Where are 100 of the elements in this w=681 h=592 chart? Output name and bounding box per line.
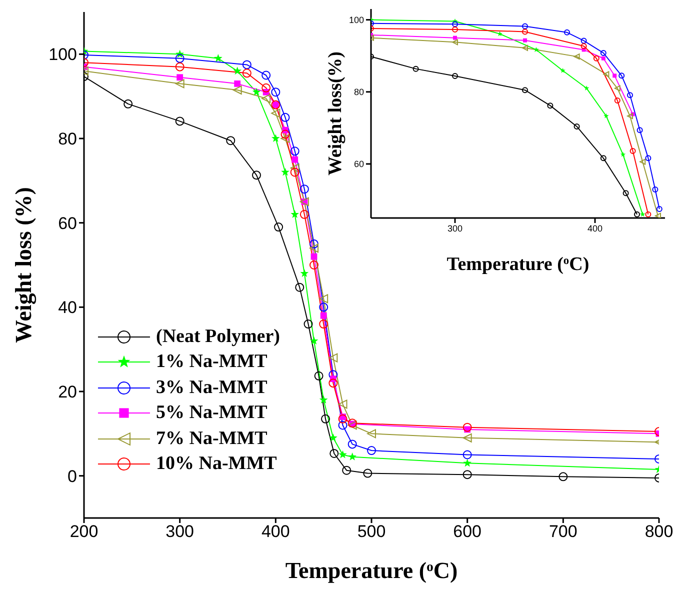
point	[363, 468, 372, 478]
point	[462, 470, 472, 480]
point	[320, 312, 327, 319]
y-axis-title: Weight loss(%)	[325, 51, 346, 176]
point	[627, 92, 633, 98]
point	[367, 429, 376, 438]
point	[574, 123, 580, 130]
point	[124, 99, 133, 108]
point	[452, 73, 458, 80]
point	[310, 336, 318, 344]
point	[574, 54, 580, 60]
point	[252, 88, 261, 96]
legend-label: (Neat Polymer)	[156, 326, 280, 348]
point	[338, 420, 348, 430]
point	[620, 152, 626, 157]
point	[319, 396, 328, 404]
point	[328, 353, 338, 362]
point	[412, 66, 419, 72]
y-tick-label: 60	[58, 214, 77, 233]
point	[453, 36, 457, 40]
point	[290, 164, 300, 173]
y-tick-label: 100	[48, 45, 77, 64]
x-tick-label: 800	[644, 522, 674, 542]
point	[242, 60, 252, 70]
point	[338, 450, 347, 458]
y-tick-label: 40	[58, 298, 77, 318]
point	[310, 244, 318, 253]
point	[522, 44, 528, 51]
legend-label: 1% Na-MMT	[156, 351, 268, 374]
point	[522, 28, 528, 35]
point	[584, 86, 590, 90]
x-axis-title: Temperature ($^{o}$C)	[446, 254, 590, 275]
point	[319, 320, 328, 329]
point	[564, 29, 570, 36]
point	[262, 83, 271, 92]
point	[271, 88, 280, 97]
point	[330, 448, 339, 458]
point	[452, 39, 458, 46]
point	[462, 433, 472, 442]
point	[604, 113, 609, 118]
point	[271, 108, 280, 118]
point	[600, 50, 606, 56]
point	[234, 80, 241, 87]
point	[630, 148, 636, 154]
point	[640, 212, 646, 217]
point	[558, 472, 568, 482]
point	[262, 94, 271, 103]
point	[601, 56, 606, 60]
point	[580, 43, 587, 50]
x-tick-label: 300	[166, 522, 194, 542]
x-tick-label: 700	[548, 522, 578, 542]
point	[175, 116, 184, 126]
point	[618, 72, 625, 79]
point	[523, 38, 527, 42]
y-tick-label: 80	[58, 130, 77, 149]
point	[319, 294, 328, 304]
point	[547, 102, 554, 109]
point	[452, 26, 458, 33]
point	[614, 98, 620, 104]
point	[295, 282, 304, 292]
point	[175, 62, 184, 72]
point	[176, 74, 184, 81]
point	[338, 400, 348, 409]
point	[600, 155, 606, 162]
y-tick-label: 100	[348, 15, 364, 26]
point	[328, 433, 338, 442]
point	[612, 74, 617, 78]
point	[175, 79, 184, 88]
point	[271, 134, 280, 142]
point	[321, 414, 330, 424]
point	[280, 112, 290, 122]
point	[463, 458, 472, 467]
point	[214, 54, 222, 62]
point	[328, 378, 338, 388]
point	[534, 46, 539, 52]
y-tick-label: 80	[354, 87, 364, 98]
point	[656, 206, 662, 212]
point	[232, 86, 242, 95]
point	[645, 211, 652, 218]
point	[636, 127, 643, 134]
point	[593, 55, 600, 62]
point	[300, 184, 309, 194]
point	[252, 170, 261, 180]
point	[290, 146, 300, 156]
point	[242, 68, 252, 78]
point	[645, 155, 652, 162]
point	[348, 452, 357, 460]
point	[310, 260, 318, 270]
point	[314, 371, 324, 380]
point	[640, 158, 646, 165]
legend-label: 7% Na-MMT	[156, 428, 268, 450]
point	[304, 320, 313, 329]
point	[280, 134, 290, 143]
point	[462, 422, 472, 432]
point	[452, 21, 458, 28]
y-tick-label: 60	[354, 159, 364, 170]
point	[281, 168, 290, 176]
point	[614, 85, 620, 92]
point	[280, 130, 290, 139]
point	[310, 253, 318, 260]
